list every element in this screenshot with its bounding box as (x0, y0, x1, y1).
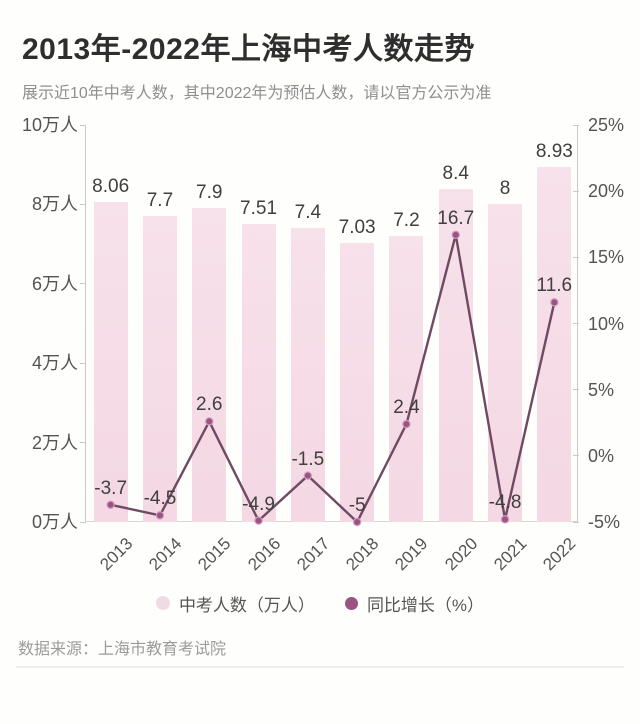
line-point (550, 298, 559, 307)
right-axis-tick (573, 455, 579, 457)
line-value-label: -1.5 (291, 448, 325, 470)
right-axis-tick (573, 389, 579, 391)
bar (93, 202, 128, 522)
chart-subtitle: 展示近10年中考人数，其中2022年为预估人数，请以官方公示为准 (22, 85, 492, 102)
plot-area: 8.06 7.7 7.9 7.51 7.4 7.03 7.2 8.4 8 8.93 0万人 2万人 4万… (22, 115, 624, 574)
bar (192, 208, 227, 522)
line-point (205, 417, 214, 426)
left-axis-tick (80, 124, 86, 126)
right-axis-label: 10% (588, 313, 625, 334)
right-axis-label: -5% (588, 512, 621, 532)
chart-title: 2013年-2022年上海中考人数走势 (22, 33, 475, 66)
left-axis-tick (80, 442, 86, 444)
line-value-label: 2.6 (196, 394, 223, 416)
right-axis-tick (573, 256, 579, 258)
right-axis-tick (573, 521, 579, 523)
bar-value-label: 8 (499, 178, 511, 200)
left-axis-label: 4万人 (31, 353, 78, 374)
line-value-label: -4.9 (242, 493, 275, 515)
right-axis-tick (573, 124, 579, 126)
legend-item-bars: 中考人数（万人） (155, 591, 315, 616)
line-value-label: 16.7 (437, 207, 475, 229)
bar (438, 188, 473, 522)
left-axis-tick (80, 362, 86, 364)
bar (142, 216, 177, 522)
line-point (402, 419, 411, 429)
line-value-label: -3.7 (94, 477, 128, 499)
left-axis-label: 0万人 (31, 512, 78, 532)
line-point (254, 516, 263, 525)
bar (241, 223, 276, 522)
bar (340, 242, 375, 522)
line-series-label: 同比增长（%） (366, 595, 485, 615)
left-axis-tick (80, 203, 86, 205)
left-axis-label: 2万人 (31, 432, 78, 453)
right-axis-label: 0% (588, 445, 615, 466)
footer-divider (16, 666, 624, 668)
left-axis-label: 10万人 (21, 115, 78, 135)
bar-value-label: 7.4 (294, 202, 322, 224)
bar-value-label: 7.7 (146, 190, 174, 212)
legend: 中考人数（万人） 同比增长（%） (0, 590, 640, 616)
line-value-label: 2.4 (393, 397, 420, 419)
bar-value-label: 8.4 (442, 162, 469, 184)
right-axis-label: 5% (588, 379, 615, 400)
line-series-swatch (344, 596, 358, 610)
line-point (500, 515, 510, 524)
line-value-label: -4.8 (488, 492, 522, 514)
bar-value-label: 7.2 (393, 210, 420, 232)
line-point (155, 511, 165, 520)
bar-series-swatch (155, 596, 170, 610)
line-value-label: -5 (348, 495, 366, 516)
line-point (303, 471, 313, 480)
legend-item-line: 同比增长（%） (344, 591, 485, 616)
bar-value-label: 8.06 (92, 176, 130, 198)
line-value-label: -4.5 (143, 488, 177, 510)
left-axis-label: 6万人 (31, 273, 78, 294)
bar (537, 167, 572, 522)
bar-value-label: 7.9 (196, 182, 223, 204)
left-axis-tick (80, 521, 86, 523)
bar-series-label: 中考人数（万人） (178, 595, 315, 615)
right-axis-label: 20% (588, 181, 625, 202)
right-axis-label: 25% (588, 115, 625, 135)
left-axis-label: 8万人 (31, 194, 78, 215)
line-point (106, 500, 115, 509)
bar-value-label: 7.03 (338, 216, 376, 238)
left-axis-tick (80, 283, 86, 285)
growth-line-chart (106, 230, 559, 527)
right-axis-label: 15% (588, 247, 625, 268)
line-point (451, 230, 460, 240)
data-source: 数据来源：上海市教育考试院 (18, 641, 227, 658)
line-value-label: 11.6 (536, 275, 573, 297)
right-axis-tick (573, 323, 579, 324)
bar-value-label: 7.51 (240, 197, 278, 219)
growth-line (110, 234, 556, 524)
right-axis-tick (573, 190, 579, 192)
bar-value-label: 8.93 (535, 141, 573, 163)
line-point (352, 517, 362, 527)
